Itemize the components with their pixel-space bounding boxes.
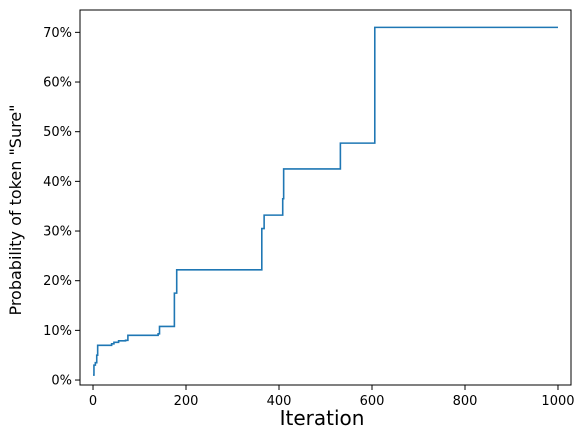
x-tick-label: 0: [89, 394, 97, 409]
y-axis-ticks: 0% 10% 20% 30% 40% 50% 60% 70%: [43, 26, 80, 389]
y-axis-label: Probability of token "Sure": [6, 104, 25, 315]
x-axis-ticks: 0 200 400 600 800 1000: [89, 385, 575, 409]
y-tick-label: 50%: [43, 125, 72, 140]
y-tick-label: 60%: [43, 76, 72, 91]
x-tick-label: 200: [174, 394, 199, 409]
x-tick-label: 800: [453, 394, 478, 409]
x-tick-label: 400: [267, 394, 292, 409]
y-tick-label: 40%: [43, 175, 72, 190]
y-tick-label: 0%: [51, 374, 72, 389]
y-tick-label: 10%: [43, 324, 72, 339]
x-tick-label: 600: [360, 394, 385, 409]
axes-frame: [79, 9, 572, 386]
series-line: [93, 26, 558, 376]
x-axis-label: Iteration: [280, 406, 365, 430]
series-layer: [93, 26, 558, 376]
y-tick-label: 30%: [43, 225, 72, 240]
y-tick-label: 20%: [43, 274, 72, 289]
x-tick-label: 1000: [541, 394, 574, 409]
y-tick-label: 70%: [43, 26, 72, 41]
